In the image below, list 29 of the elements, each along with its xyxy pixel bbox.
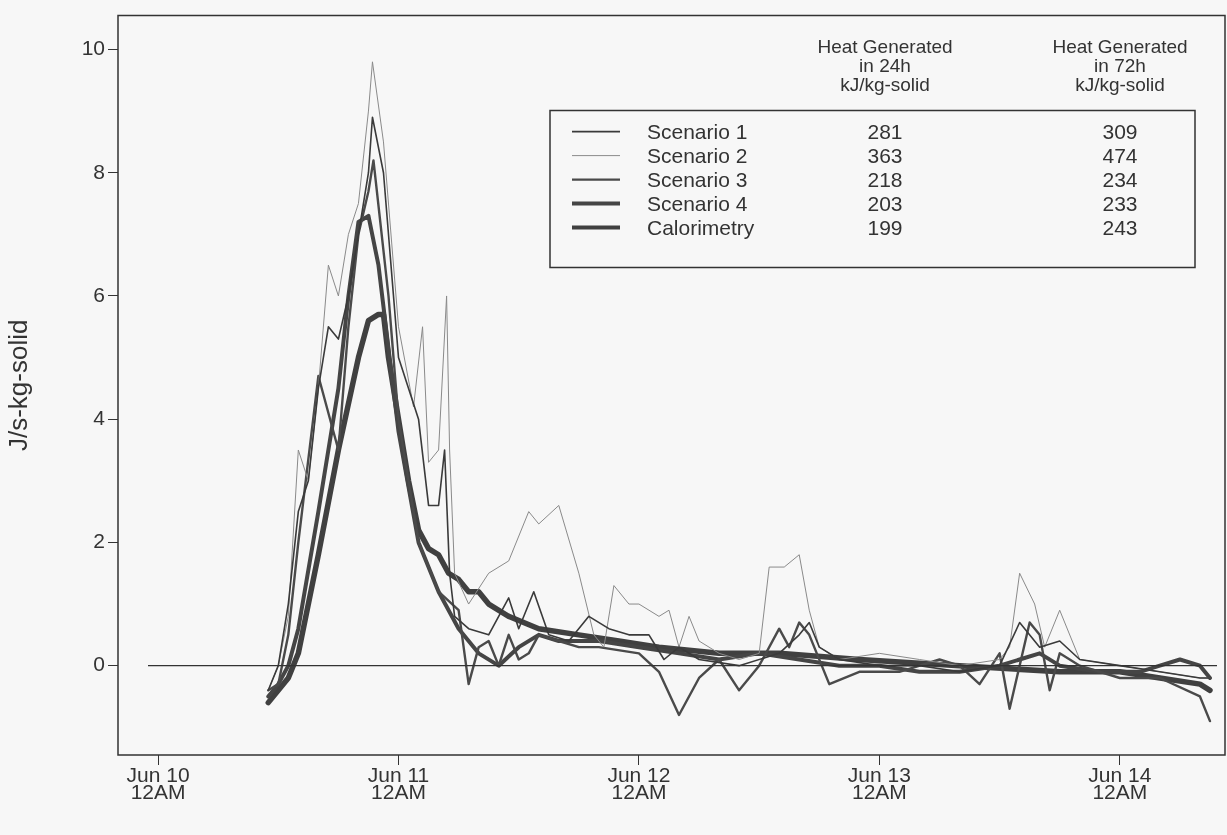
annotation: Heat Generated in 24h kJ/kg-solid — [817, 35, 953, 95]
annotation: 218 — [867, 167, 903, 191]
legend-label: Scenario 2 — [647, 143, 748, 167]
legend-label: Scenario 4 — [647, 191, 748, 215]
y-tick-label: 2 — [93, 529, 105, 553]
annotation: 281 — [867, 119, 903, 143]
legend-label: Scenario 1 — [647, 119, 748, 143]
x-tick-label: Jun 12 12AM — [607, 763, 671, 803]
legend-label: Calorimetry — [647, 215, 755, 239]
x-tick-label: Jun 11 12AM — [367, 763, 430, 803]
y-axis-title: J/s-kg-solid — [2, 319, 33, 452]
y-tick-label: 0 — [93, 652, 105, 676]
x-tick-label: Jun 10 12AM — [126, 763, 190, 803]
y-tick-label: 8 — [93, 159, 105, 183]
annotation: 199 — [867, 215, 903, 239]
y-tick-label: 4 — [93, 405, 106, 429]
annotation: 474 — [1102, 143, 1138, 167]
annotation: 233 — [1102, 191, 1138, 215]
annotation: 234 — [1102, 167, 1138, 191]
x-tick-label: Jun 14 12AM — [1088, 763, 1152, 803]
x-tick-label: Jun 13 12AM — [847, 763, 911, 803]
annotation: 243 — [1102, 215, 1138, 239]
annotation: Heat Generated in 72h kJ/kg-solid — [1052, 35, 1188, 95]
annotation: 203 — [867, 191, 903, 215]
annotation: 363 — [867, 143, 903, 167]
annotation: 309 — [1102, 119, 1138, 143]
y-tick-label: 6 — [93, 282, 105, 306]
legend-label: Scenario 3 — [647, 167, 748, 191]
y-tick-label: 10 — [81, 36, 105, 60]
